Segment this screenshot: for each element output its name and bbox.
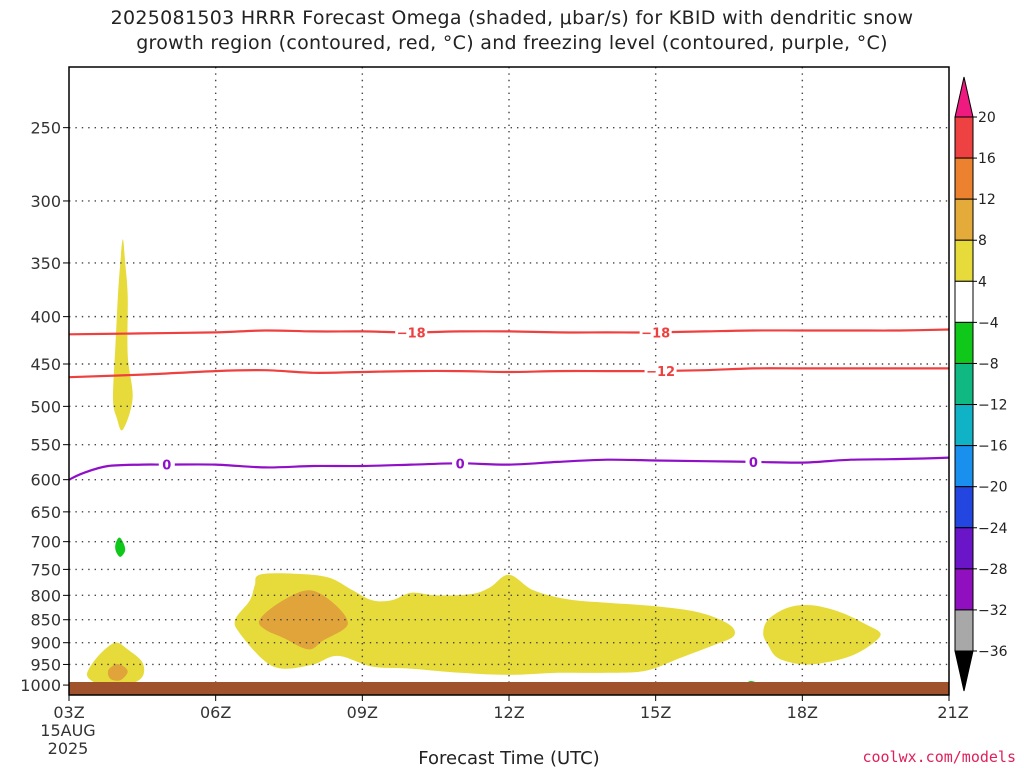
contour-label-0-0: −18 [397, 326, 426, 341]
y-tick-label-8: 650 [30, 503, 61, 522]
y-tick-label-11: 800 [30, 586, 61, 605]
contour-label-bg-0-0 [395, 324, 428, 341]
contour-label-1-0: −12 [646, 365, 675, 380]
colorbar-swatch-4 [954, 239, 974, 282]
x-tick-label-4: 15Z [640, 703, 671, 722]
y-tick-label-10: 750 [30, 560, 61, 579]
grid-layer [69, 67, 949, 695]
y-tick-label-3: 400 [30, 308, 61, 327]
y-tick-label-14: 950 [30, 655, 61, 674]
colorbar-label-0: 20 [978, 110, 996, 126]
colorbar-swatch-3 [954, 198, 974, 241]
colorbar-label-12: −32 [978, 603, 1008, 619]
y-tick-label-2: 350 [30, 254, 61, 273]
colorbar-label-2: 12 [978, 192, 996, 208]
colorbar-swatch-12 [954, 568, 974, 611]
chart-title-line2: growth region (contoured, red, °C) and f… [136, 32, 888, 54]
omega-fill-2 [107, 664, 128, 681]
contour-label-2-0: 0 [162, 459, 171, 474]
colorbar-label-9: −20 [978, 480, 1008, 496]
colorbar-label-5: −4 [978, 315, 999, 331]
contour-label-0-1: −18 [641, 326, 670, 341]
contour-label-bg-1-0 [644, 362, 677, 379]
colorbar-label-3: 8 [978, 233, 987, 249]
contour-label-bg-2-0 [158, 456, 175, 473]
temperature-contour-0 [69, 328, 949, 336]
y-tick-label-1: 300 [30, 192, 61, 211]
colorbar-swatch-8 [954, 404, 974, 447]
x-tick-label-2: 09Z [347, 703, 378, 722]
x-date-label-day: 15AUG [40, 721, 95, 740]
contour-label-2-1: 0 [456, 457, 465, 472]
x-tick-label-6: 21Z [937, 703, 968, 722]
colorbar-label-11: −28 [978, 562, 1008, 578]
colorbar-swatch-0 [954, 76, 974, 118]
colorbar-label-10: −24 [978, 521, 1008, 537]
colorbar-label-6: −8 [978, 356, 999, 372]
y-tick-label-5: 500 [30, 397, 61, 416]
colorbar-label-13: −36 [978, 644, 1008, 660]
colorbar-swatch-2 [954, 157, 974, 200]
x-tick-label-0: 03Z [53, 703, 84, 722]
colorbar-swatch-10 [954, 486, 974, 529]
y-axis: 250 300 350 400 450 500 550 600 650 700 750 800 850 9… [20, 119, 69, 695]
colorbar-label-4: 4 [978, 274, 987, 290]
colorbar-swatch-1 [954, 116, 974, 159]
colorbar-label-8: −16 [978, 439, 1008, 455]
x-axis-label: Forecast Time (UTC) [418, 748, 599, 768]
y-tick-label-9: 700 [30, 533, 61, 552]
x-date-label-year: 2025 [48, 739, 89, 758]
colorbar-swatch-6 [954, 321, 974, 364]
y-tick-label-0: 250 [30, 119, 61, 138]
contour-label-bg-2-1 [452, 455, 469, 472]
x-axis: 03Z 06Z 09Z 12Z 15Z 18Z 21Z [53, 695, 969, 722]
omega-fill-6 [115, 537, 126, 557]
y-tick-label-6: 550 [30, 436, 61, 455]
y-tick-label-12: 850 [30, 611, 61, 630]
omega-fill-3 [234, 573, 735, 675]
colorbar-swatch-13 [954, 609, 974, 652]
colorbar-swatch-7 [954, 362, 974, 406]
contour-label-2-2: 0 [749, 456, 758, 471]
colorbar-swatch-14 [954, 650, 974, 692]
chart-title-line1: 2025081503 HRRR Forecast Omega (shaded, … [110, 7, 914, 29]
y-tick-label-13: 900 [30, 634, 61, 653]
temperature-contour-1 [69, 367, 949, 379]
x-tick-label-5: 18Z [787, 703, 818, 722]
omega-fill-4 [258, 590, 348, 650]
x-tick-label-1: 06Z [200, 703, 231, 722]
colorbar-swatch-11 [954, 527, 974, 570]
colorbar-label-7: −12 [978, 398, 1008, 414]
contour-label-bg-0-1 [639, 324, 672, 341]
x-tick-label-3: 12Z [493, 703, 524, 722]
y-tick-label-7: 600 [30, 471, 61, 490]
terrain-bar [69, 682, 949, 695]
contour-layer: −18 −18 −12 0 0 0 [69, 324, 949, 481]
credit-text: coolwx.com/models [862, 748, 1016, 766]
chart-title: 2025081503 HRRR Forecast Omega (shaded, … [0, 6, 1024, 56]
y-tick-label-4: 450 [30, 355, 61, 374]
colorbar-label-1: 16 [978, 151, 996, 167]
omega-fill-0 [112, 239, 133, 431]
colorbar-swatch-5 [954, 280, 974, 323]
colorbar-swatch-9 [954, 445, 974, 488]
colorbar: 20 16 12 8 4 −4 −8 −12 −16 −20 −24 −28 −32 −36 [954, 76, 1008, 692]
y-tick-label-15: 1000 [20, 676, 61, 695]
contour-label-bg-2-2 [745, 453, 762, 470]
